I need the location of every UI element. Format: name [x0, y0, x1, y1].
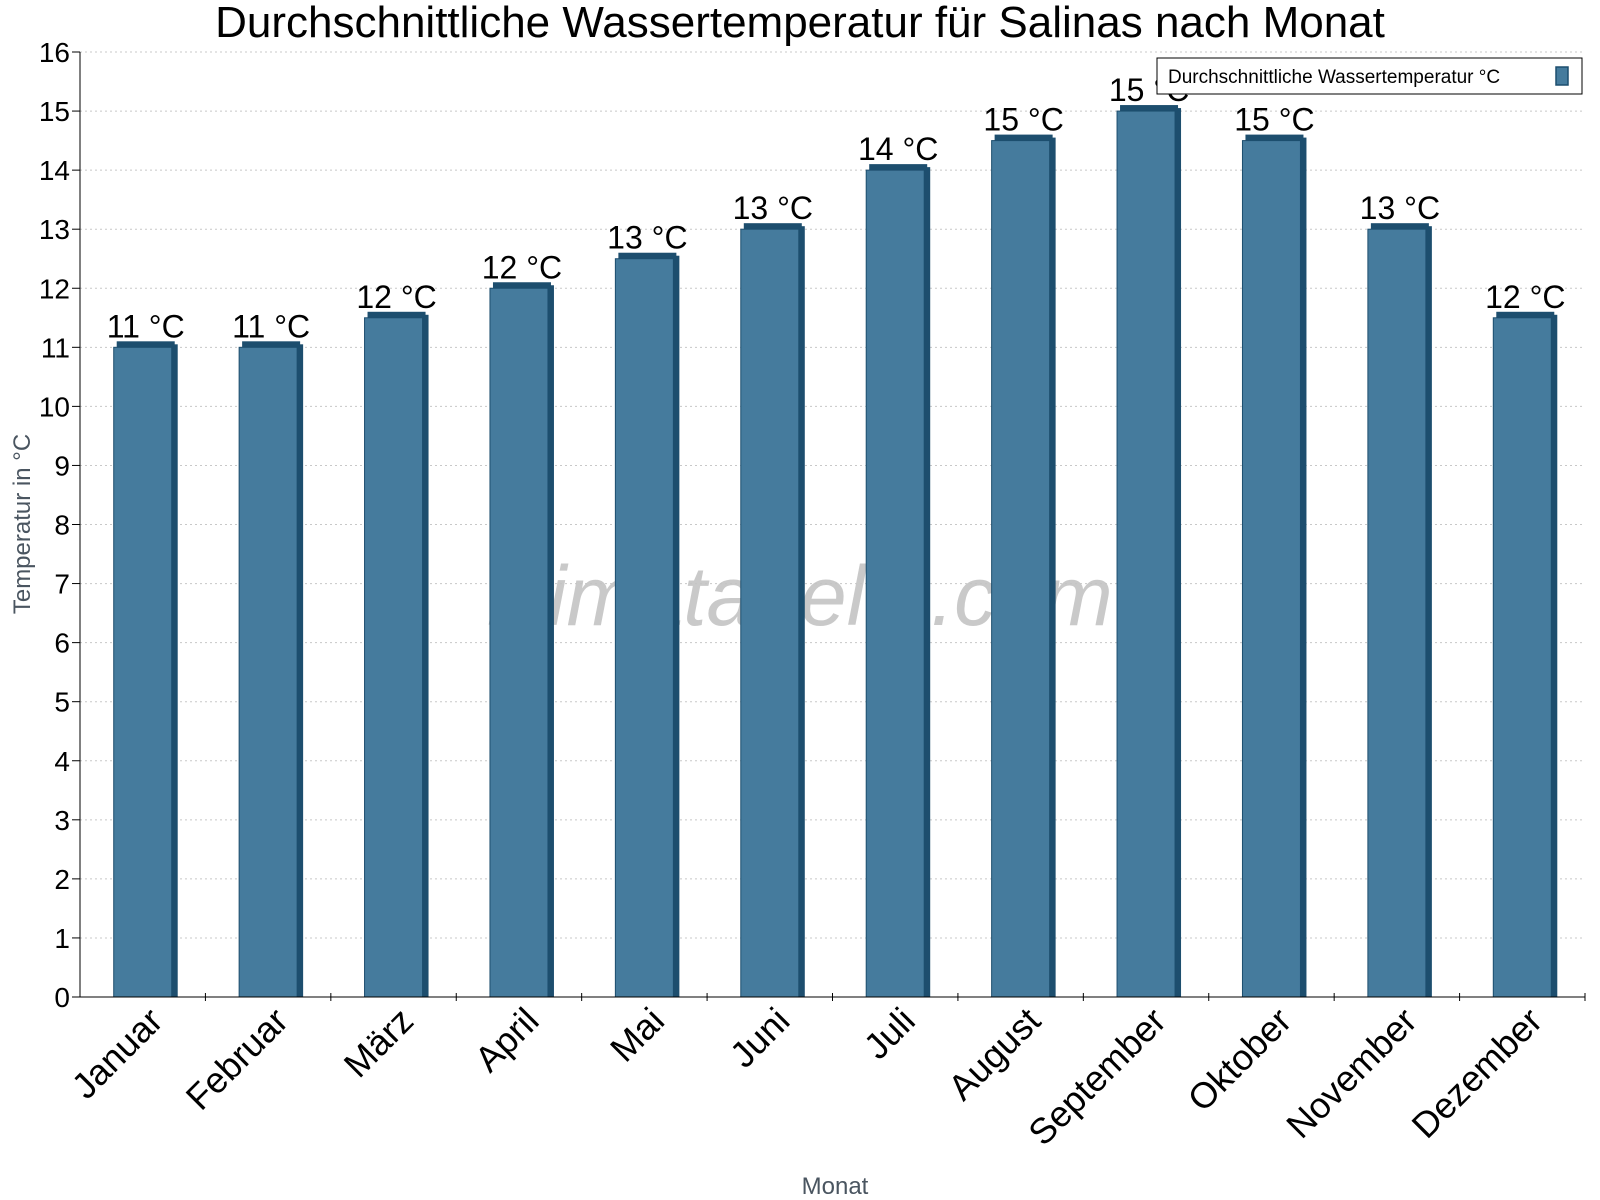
legend-label: Durchschnittliche Wassertemperatur °C	[1168, 67, 1500, 88]
y-tick-label: 6	[54, 628, 70, 659]
legend-swatch	[1555, 66, 1569, 86]
bar-top	[994, 134, 1053, 141]
bar-side	[547, 285, 554, 997]
bar-side	[1175, 108, 1182, 997]
x-tick-label: Mai	[602, 1000, 672, 1070]
x-tick-label: April	[467, 1000, 547, 1080]
y-tick-label: 7	[54, 569, 70, 600]
x-tick-labels: Januar Februar März April Mai Juni Juli AugustS…	[64, 1000, 1550, 1154]
bar-side	[297, 344, 304, 997]
data-label: 15 °C	[1234, 102, 1314, 138]
bar[interactable]	[238, 346, 298, 998]
y-tick-label: 9	[54, 450, 70, 481]
bar-top	[743, 223, 802, 230]
bar-top	[367, 311, 426, 318]
bar[interactable]	[991, 140, 1051, 998]
bar[interactable]	[364, 317, 424, 998]
y-tick-label: 10	[39, 391, 70, 422]
bar[interactable]	[1116, 110, 1176, 998]
x-tick-label: November	[1278, 1000, 1424, 1146]
y-tick-label: 5	[54, 687, 70, 718]
bar-side	[1551, 314, 1558, 997]
bar-top	[492, 282, 551, 289]
data-label: 15 °C	[983, 102, 1063, 138]
y-tick-label: 14	[39, 155, 70, 186]
bar-top	[1120, 105, 1179, 112]
bar-side	[1049, 137, 1056, 997]
data-label: 12 °C	[356, 279, 436, 315]
bar[interactable]	[1241, 140, 1301, 998]
x-tick-label: Februar	[178, 1000, 296, 1118]
legend-box	[1156, 57, 1583, 95]
bar[interactable]	[1492, 317, 1552, 998]
y-tick-label: 4	[54, 746, 70, 777]
y-tick-label: 16	[39, 37, 70, 68]
bar-top	[1370, 223, 1429, 230]
chart-title: Durchschnittliche Wassertemperatur für S…	[215, 0, 1385, 47]
data-label: 12 °C	[1485, 279, 1565, 315]
x-tick-label: Januar	[64, 1000, 171, 1107]
data-label: 14 °C	[858, 131, 938, 167]
bar[interactable]	[1367, 228, 1427, 998]
bar-top	[1245, 134, 1304, 141]
bar-side	[422, 314, 429, 997]
bar-top	[1496, 311, 1555, 318]
x-tick-label: März	[336, 1000, 422, 1086]
bar-top	[618, 252, 677, 259]
data-label: 11 °C	[232, 308, 310, 344]
x-tick-label: Oktober	[1180, 1000, 1300, 1120]
y-tick-label: 15	[39, 96, 70, 127]
bars	[113, 105, 1558, 998]
bar[interactable]	[865, 169, 925, 998]
y-tick-label: 13	[39, 214, 70, 245]
bar[interactable]	[614, 258, 674, 998]
data-label: 13 °C	[733, 190, 813, 226]
y-axis-label: Temperatur in °C	[9, 434, 36, 614]
bar-side	[673, 255, 680, 997]
bar[interactable]	[113, 346, 173, 998]
y-tick-label: 1	[54, 923, 70, 954]
legend[interactable]: Durchschnittliche Wassertemperatur °C	[1156, 57, 1583, 95]
x-tick-label: Juni	[722, 1000, 798, 1076]
axes	[72, 51, 1586, 1001]
bar-top	[869, 164, 928, 171]
x-axis-label: Monat	[802, 1173, 869, 1200]
bar-side	[924, 167, 931, 997]
y-tick-label: 2	[54, 864, 70, 895]
bar-side	[171, 344, 178, 997]
bar-side	[1425, 226, 1432, 997]
data-label: 12 °C	[482, 249, 562, 285]
bar-top	[116, 341, 175, 348]
data-label: 13 °C	[607, 220, 687, 256]
grid-lines	[80, 51, 1585, 939]
y-tick-label: 3	[54, 805, 70, 836]
bar-side	[1300, 137, 1307, 997]
bar[interactable]	[740, 228, 800, 998]
x-tick-label: Dezember	[1404, 1000, 1550, 1146]
data-labels: 11 °C 11 °C 12 °C 12 °C 13 °C 13 °C 14 °C 15 °C…	[107, 72, 1566, 344]
data-label: 13 °C	[1360, 190, 1440, 226]
data-label: 11 °C	[107, 308, 185, 344]
y-tick-label: 8	[54, 510, 70, 541]
y-tick-label: 12	[39, 273, 70, 304]
x-tick-label: August	[940, 1000, 1048, 1108]
y-tick-label: 0	[54, 982, 70, 1013]
x-tick-label: Juli	[856, 1000, 923, 1067]
y-tick-label: 11	[41, 332, 70, 363]
bar-top	[242, 341, 301, 348]
bar-side	[798, 226, 805, 997]
bar[interactable]	[489, 287, 549, 998]
x-tick-label: September	[1020, 1000, 1174, 1154]
